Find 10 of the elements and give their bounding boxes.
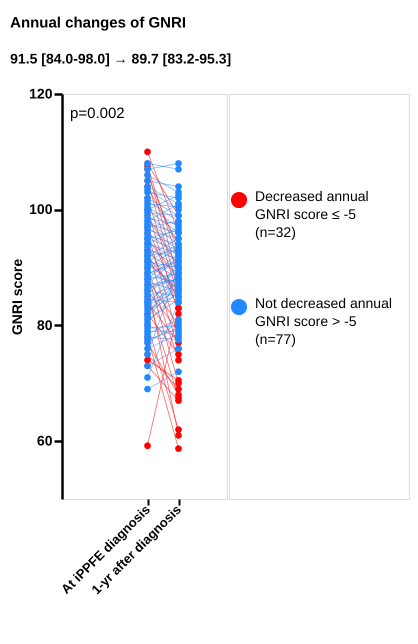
chart-subtitle: 91.5 [84.0-98.0] → 89.7 [83.2-95.3] xyxy=(10,50,232,66)
legend-label: Decreased annual GNRI score ≤ -5 (n=32) xyxy=(255,188,369,240)
y-tick-label: 120 xyxy=(29,86,53,102)
y-tick-label: 60 xyxy=(36,432,53,449)
y-tick-label: 100 xyxy=(29,201,53,218)
legend-label: Not decreased annual GNRI score > -5 (n=77) xyxy=(255,295,392,347)
y-tick-label: 80 xyxy=(36,316,53,333)
text: p=0.002 xyxy=(70,105,125,122)
chart-title: Annual changes of GNRI xyxy=(10,14,186,32)
y-axis-title: GNRI score xyxy=(9,258,26,336)
